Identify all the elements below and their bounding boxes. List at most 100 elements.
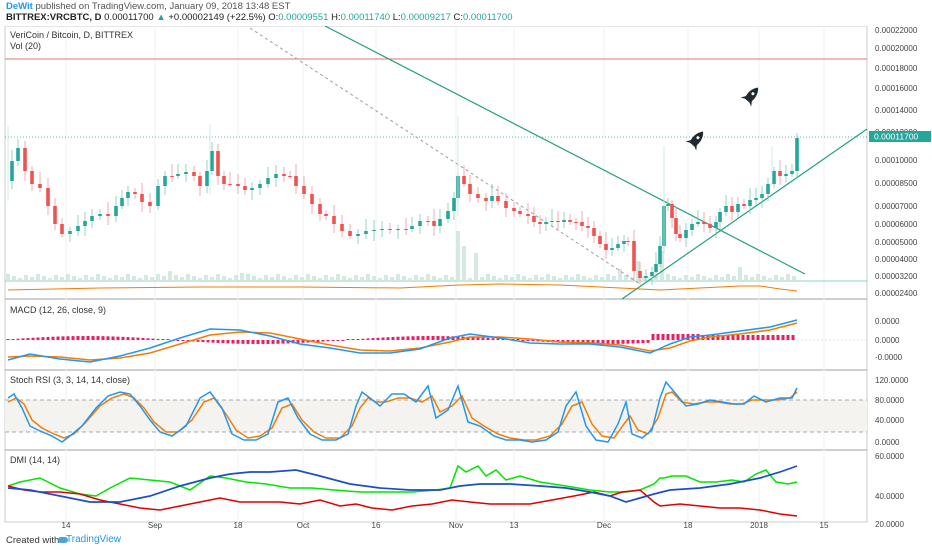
candle-body: [76, 226, 80, 231]
volume-bar: [78, 278, 82, 281]
volume-bar: [528, 278, 532, 281]
candle-body: [598, 236, 602, 244]
candle-body: [568, 220, 572, 222]
candle-body: [484, 198, 488, 201]
candle-body: [98, 214, 102, 216]
volume-bar: [174, 275, 178, 281]
macd-histogram-bar: [631, 340, 635, 344]
tradingview-link[interactable]: TradingView: [66, 534, 122, 545]
volume-bar: [792, 276, 796, 281]
macd-histogram-bar: [581, 340, 585, 344]
macd-histogram-bar: [341, 340, 345, 341]
candle-body: [53, 206, 57, 224]
candle-body: [192, 172, 196, 176]
volume-bar: [588, 278, 592, 281]
macd-histogram-bar: [336, 340, 340, 341]
macd-histogram-bar: [211, 340, 215, 343]
macd-histogram-bar: [526, 340, 530, 341]
volume-bar: [426, 274, 430, 281]
price-axis[interactable]: 0.00022000 0.00020000 0.00018000 0.00016000…: [875, 26, 918, 529]
candle-body: [106, 214, 110, 216]
candle-body: [418, 221, 422, 226]
candle-body: [538, 222, 542, 224]
volume-bar: [390, 277, 394, 281]
macd-histogram-bar: [161, 339, 165, 340]
candle-body: [68, 231, 72, 234]
rocket-icon: [740, 87, 759, 107]
stoch-axis-label: 40.0000: [875, 416, 904, 425]
macd-histogram-bar: [766, 335, 770, 340]
candle-body: [356, 234, 360, 236]
macd-histogram-bar: [431, 336, 435, 340]
volume-bar: [180, 277, 184, 281]
candle-body: [23, 148, 27, 171]
macd-histogram-bar: [186, 340, 190, 342]
dmi-plus-line: [7, 464, 798, 497]
macd-histogram-bar: [296, 340, 300, 344]
macd-histogram-bar: [201, 340, 205, 343]
candle-body: [426, 221, 430, 222]
macd-histogram-bar: [51, 336, 55, 340]
volume-bar: [240, 273, 244, 281]
macd-histogram-bar: [141, 337, 145, 340]
candle-body: [632, 241, 636, 271]
volume-bar: [318, 278, 322, 281]
volume-bar: [624, 275, 628, 281]
volume-bar: [696, 274, 700, 281]
macd-histogram-bar: [701, 335, 705, 340]
time-axis-label: 18: [234, 521, 243, 530]
macd-histogram-bar: [231, 340, 235, 344]
macd-histogram-bar: [111, 336, 115, 340]
author-link[interactable]: DeWit: [6, 1, 33, 12]
macd-histogram-bar: [681, 334, 685, 340]
time-axis[interactable]: 14 Sep 18 Oct 16 Nov 13 Dec 18 2018 15: [62, 521, 829, 530]
candle-body: [236, 184, 240, 186]
macd-histogram-bar: [196, 340, 200, 342]
macd-histogram-bar: [376, 337, 380, 340]
candle-body: [446, 211, 450, 219]
candle-body: [438, 219, 442, 226]
volume-bar: [474, 253, 478, 281]
macd-histogram-bar: [76, 336, 80, 340]
time-axis-label: 2018: [750, 521, 768, 530]
macd-histogram-bar: [241, 340, 245, 344]
macd-histogram-bar: [641, 340, 645, 344]
macd-histogram-bar: [436, 336, 440, 340]
macd-histogram-bar: [791, 335, 795, 340]
volume-bar: [570, 277, 574, 281]
macd-histogram-bar: [776, 335, 780, 340]
candle-body: [795, 138, 799, 171]
created-with-label: Created with: [6, 535, 60, 546]
macd-histogram-bar: [486, 337, 490, 340]
volume-bar: [168, 271, 172, 281]
volume-bar: [558, 278, 562, 281]
candle-body: [742, 204, 746, 206]
chart-header: DeWit published on TradingView.com, Janu…: [0, 0, 932, 26]
volume-bar: [372, 276, 376, 281]
symbol-label: BITTREX:VRCBTC, D: [6, 12, 102, 23]
volume-bar: [342, 276, 346, 281]
price-axis-label: 0.00014000: [875, 106, 918, 115]
volume-bar: [60, 277, 64, 281]
macd-histogram-bar: [121, 336, 125, 340]
macd-histogram-bar: [16, 338, 20, 340]
volume-bar: [132, 276, 136, 281]
volume-bar: [114, 275, 118, 281]
macd-histogram-bar: [266, 340, 270, 344]
macd-histogram-bar: [646, 340, 650, 343]
volume-bar: [378, 278, 382, 281]
candle-body: [294, 176, 298, 186]
volume-bar: [12, 276, 16, 281]
last-price: 0.00011700: [104, 12, 154, 23]
macd-histogram-bar: [281, 340, 285, 344]
macd-histogram-bar: [596, 340, 600, 344]
volume-bar: [438, 278, 442, 281]
candle-body: [666, 204, 670, 206]
volume-bar: [54, 275, 58, 281]
macd-histogram-bar: [656, 334, 660, 340]
candle-body: [133, 192, 137, 194]
volume-bar: [66, 274, 70, 281]
chart-area[interactable]: VeriCoin / Bitcoin, D, BITTREX Vol (20) …: [0, 26, 932, 532]
macd-histogram-bar: [86, 336, 90, 340]
volume-ma-line: [7, 283, 798, 292]
